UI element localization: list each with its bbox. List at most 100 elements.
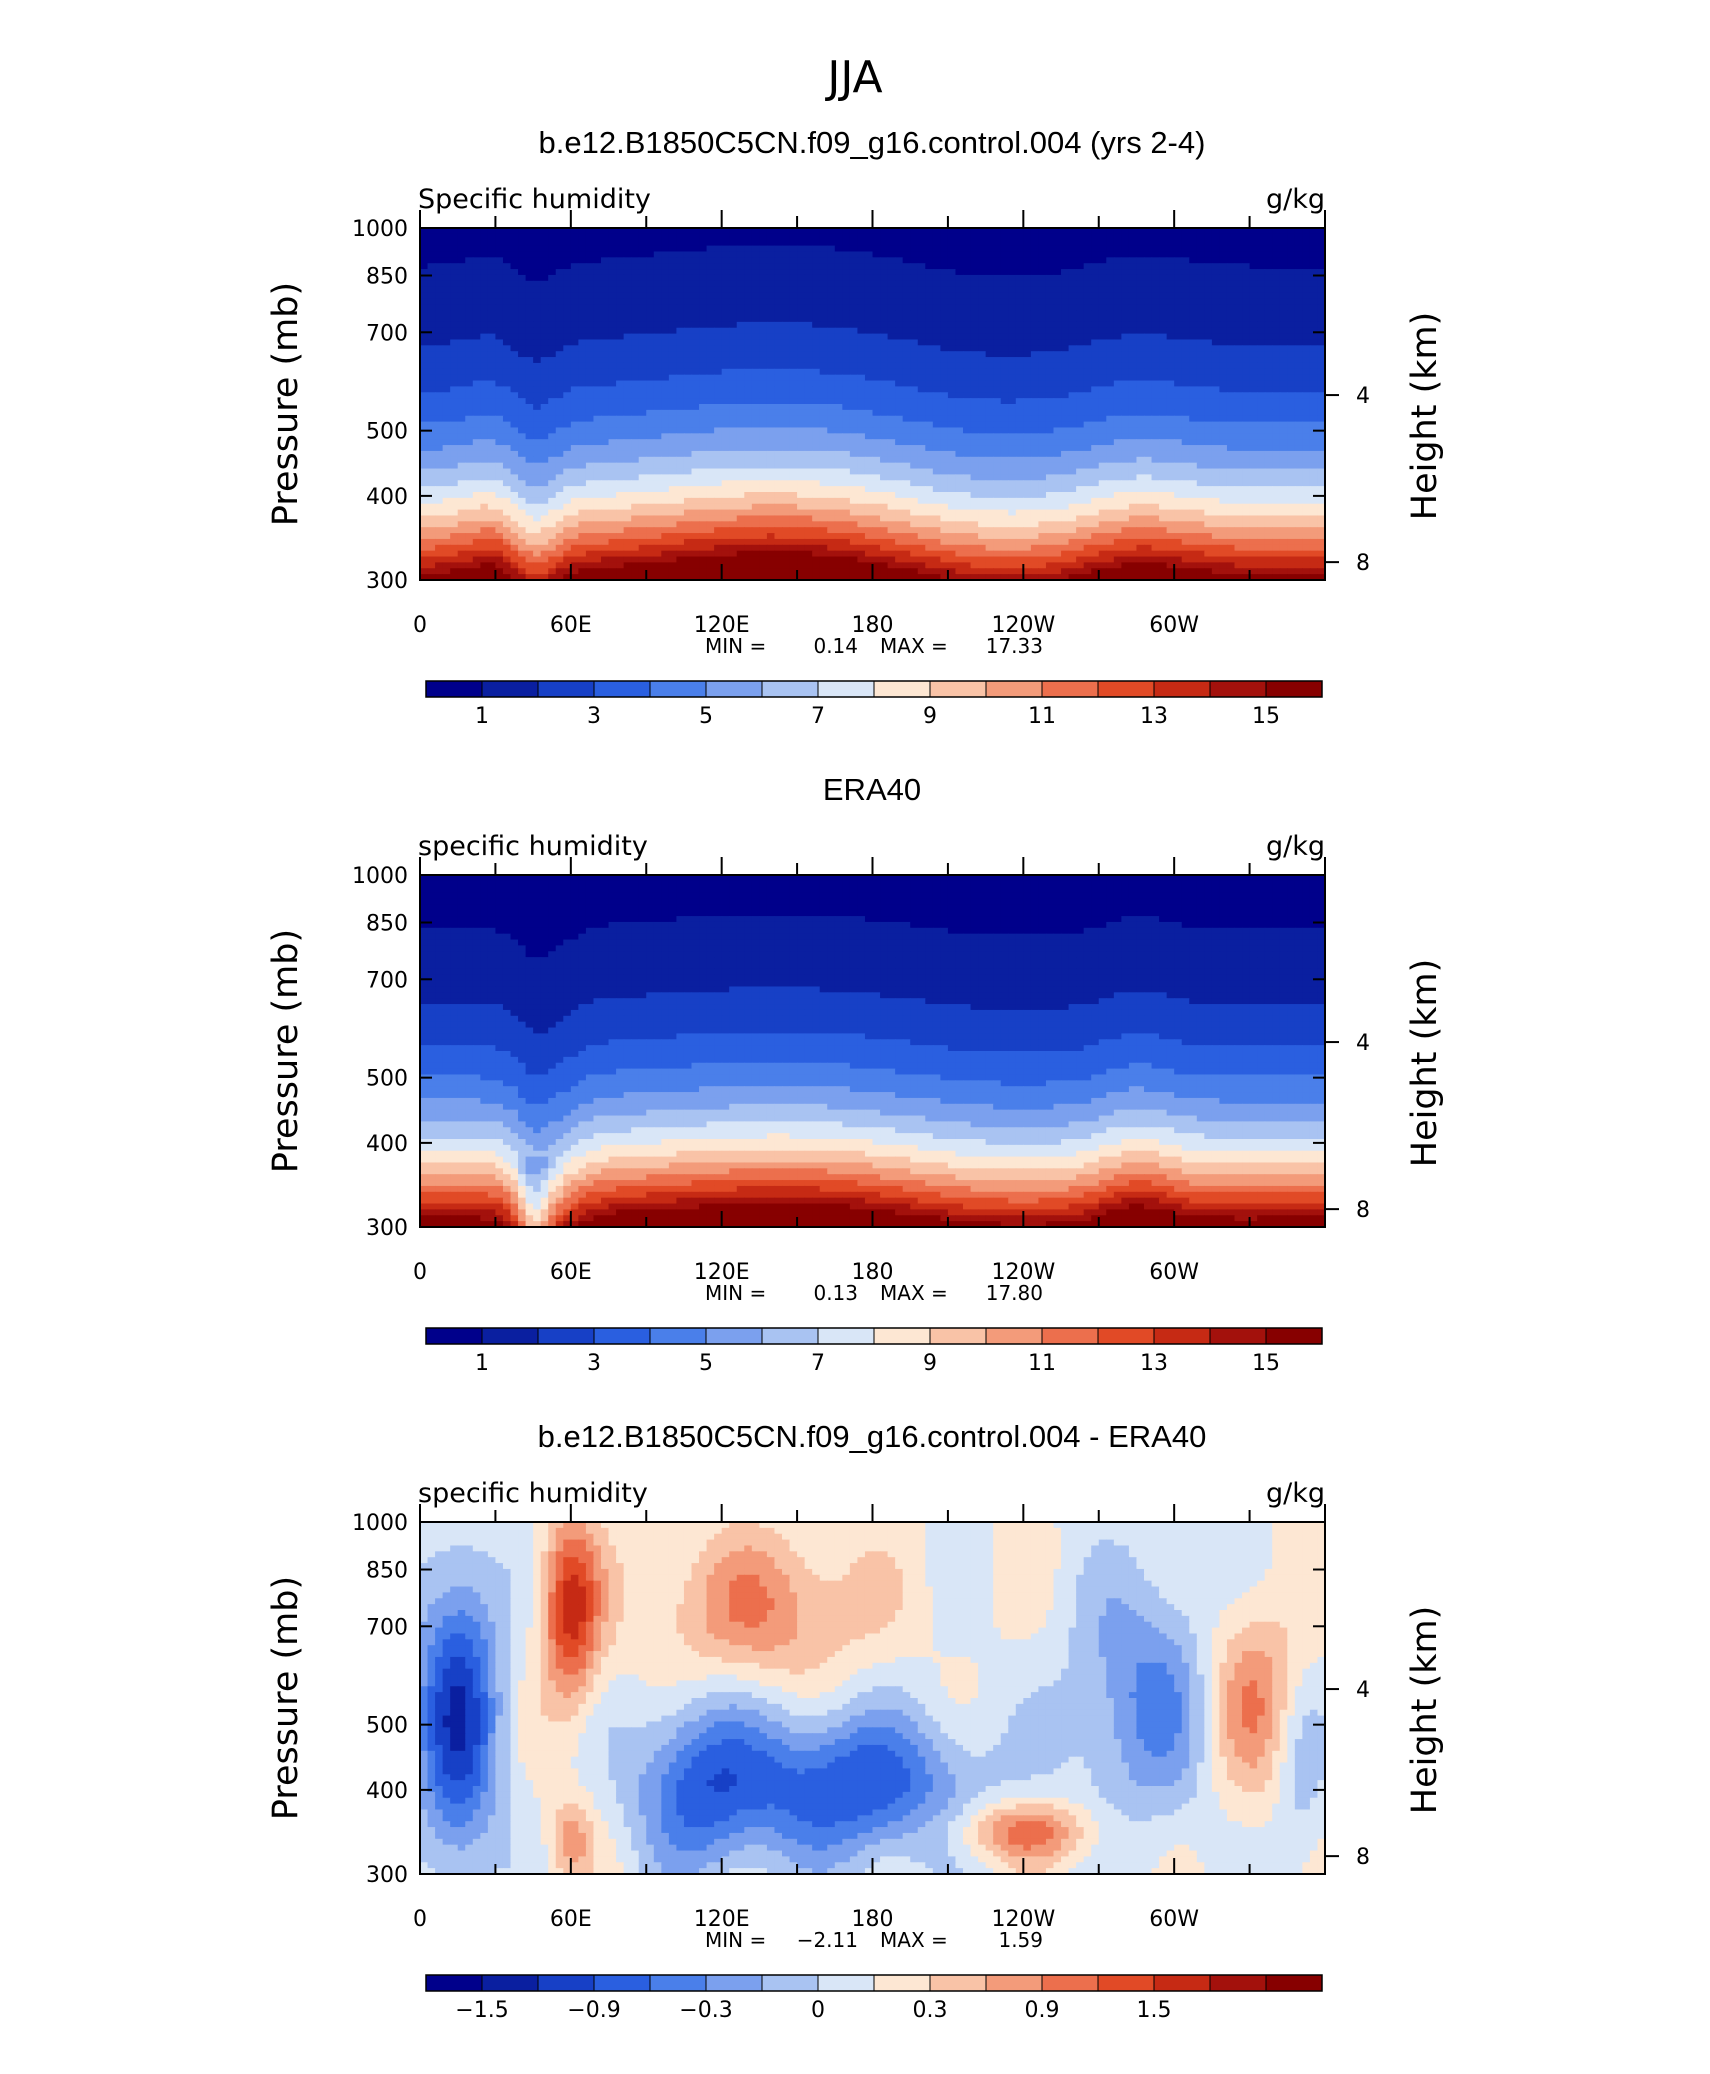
field-cell bbox=[1317, 257, 1326, 264]
field-cell bbox=[849, 392, 859, 399]
field-cell bbox=[540, 409, 549, 417]
field-cell bbox=[1083, 380, 1092, 387]
field-cell bbox=[887, 274, 896, 282]
field-cell bbox=[714, 298, 723, 305]
field-cell bbox=[1061, 351, 1070, 358]
field-cell bbox=[578, 427, 587, 434]
field-cell bbox=[1219, 362, 1228, 370]
field-cell bbox=[1226, 456, 1236, 464]
field-cell bbox=[616, 228, 625, 235]
field-cell bbox=[563, 392, 572, 399]
field-cell bbox=[721, 269, 730, 276]
field-cell bbox=[646, 421, 655, 429]
field-cell bbox=[593, 351, 602, 358]
field-cell bbox=[1249, 368, 1258, 376]
field-cell bbox=[585, 274, 595, 282]
field-cell bbox=[578, 386, 587, 393]
field-cell bbox=[699, 280, 708, 288]
field-cell bbox=[540, 427, 549, 434]
field-cell bbox=[834, 439, 843, 446]
field-cell bbox=[1257, 257, 1266, 264]
field-cell bbox=[646, 345, 655, 352]
field-cell bbox=[842, 233, 851, 241]
field-cell bbox=[1174, 263, 1183, 270]
field-cell bbox=[442, 269, 451, 276]
field-cell bbox=[1272, 239, 1281, 247]
field-cell bbox=[1204, 351, 1213, 358]
field-cell bbox=[1076, 263, 1085, 270]
field-cell bbox=[661, 245, 670, 253]
field-cell bbox=[699, 368, 708, 376]
field-cell bbox=[631, 228, 640, 235]
field-cell bbox=[872, 357, 881, 364]
field-cell bbox=[570, 415, 579, 423]
field-cell bbox=[1181, 456, 1190, 464]
field-cell bbox=[1030, 351, 1040, 358]
field-cell bbox=[1113, 433, 1122, 440]
field-cell bbox=[495, 274, 504, 282]
field-cell bbox=[495, 374, 504, 382]
field-cell bbox=[819, 310, 828, 317]
field-cell bbox=[766, 445, 776, 452]
field-cell bbox=[1211, 409, 1221, 417]
field-cell bbox=[1113, 257, 1122, 264]
field-cell bbox=[1279, 339, 1288, 346]
field-cell bbox=[1211, 462, 1221, 470]
field-cell bbox=[623, 239, 632, 247]
field-cell bbox=[978, 404, 987, 411]
field-cell bbox=[646, 245, 655, 253]
field-cell bbox=[1174, 427, 1183, 434]
field-cell bbox=[827, 286, 836, 294]
field-cell bbox=[1023, 439, 1032, 446]
field-cell bbox=[925, 404, 934, 411]
field-cell bbox=[1083, 298, 1092, 305]
field-cell bbox=[578, 433, 587, 440]
field-cell bbox=[887, 450, 896, 458]
field-cell bbox=[1272, 386, 1281, 393]
field-cell bbox=[676, 462, 685, 470]
field-cell bbox=[759, 357, 768, 364]
field-cell bbox=[1181, 251, 1190, 258]
field-cell bbox=[729, 233, 738, 241]
field-cell bbox=[1302, 368, 1311, 376]
field-cell bbox=[427, 327, 436, 335]
field-cell bbox=[1166, 456, 1175, 464]
field-cell bbox=[902, 427, 911, 434]
field-cell bbox=[819, 339, 828, 346]
field-cell bbox=[789, 427, 798, 434]
field-cell bbox=[1166, 228, 1175, 235]
field-cell bbox=[653, 374, 662, 382]
field-cell bbox=[1264, 239, 1273, 247]
field-cell bbox=[1061, 228, 1070, 235]
field-cell bbox=[714, 374, 723, 382]
field-cell bbox=[1257, 280, 1266, 288]
field-cell bbox=[465, 439, 474, 446]
field-cell bbox=[1219, 456, 1228, 464]
field-cell bbox=[1106, 398, 1115, 405]
field-cell bbox=[910, 415, 919, 423]
field-cell bbox=[676, 257, 685, 264]
panel-title: b.e12.B1850C5CN.f09_g16.control.004 (yrs… bbox=[539, 125, 1206, 160]
field-cell bbox=[864, 374, 874, 382]
field-cell bbox=[872, 233, 881, 241]
field-cell bbox=[1053, 269, 1062, 276]
field-cell bbox=[548, 392, 557, 399]
field-cell bbox=[910, 404, 919, 411]
field-cell bbox=[721, 392, 730, 399]
field-cell bbox=[759, 468, 768, 475]
field-cell bbox=[887, 263, 896, 270]
field-cell bbox=[585, 245, 595, 253]
field-cell bbox=[427, 233, 436, 241]
field-cell bbox=[578, 292, 587, 299]
field-cell bbox=[525, 450, 534, 458]
field-cell bbox=[849, 321, 859, 329]
field-cell bbox=[721, 433, 730, 440]
field-cell bbox=[601, 245, 610, 253]
field-cell bbox=[782, 298, 791, 305]
field-cell bbox=[1121, 404, 1130, 411]
field-cell bbox=[691, 298, 700, 305]
field-cell bbox=[420, 462, 429, 470]
field-cell bbox=[864, 339, 874, 346]
field-cell bbox=[1128, 339, 1138, 346]
field-cell bbox=[963, 257, 972, 264]
